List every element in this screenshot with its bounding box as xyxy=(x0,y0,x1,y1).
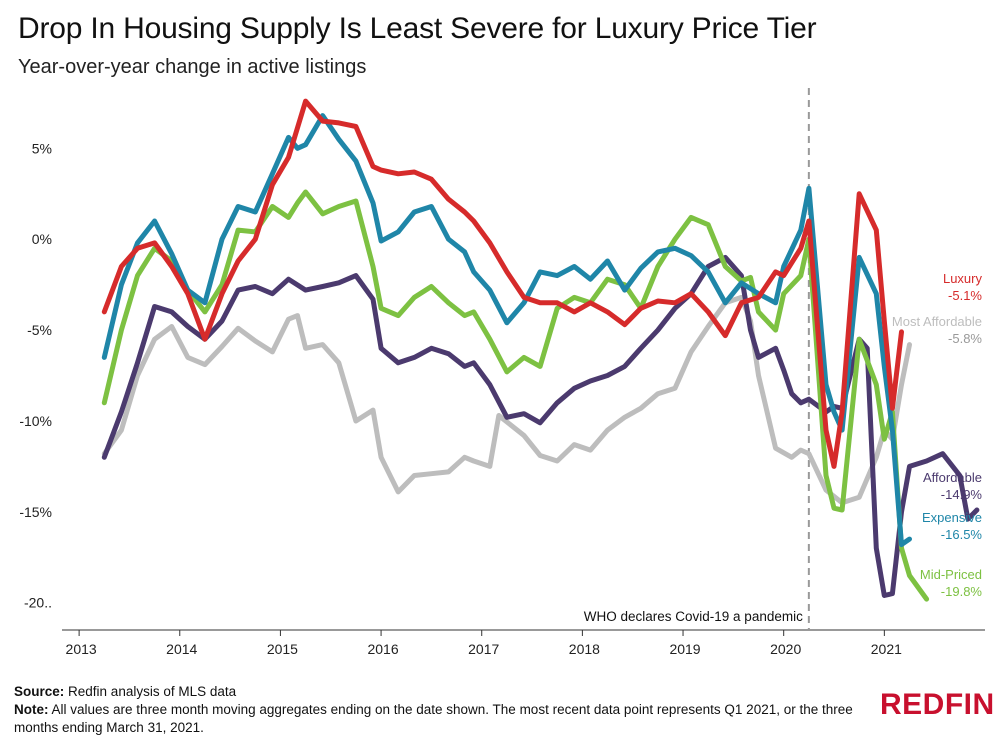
end-label-name-expensive: Expensive xyxy=(922,510,982,525)
chart-title: Drop In Housing Supply Is Least Severe f… xyxy=(18,12,817,45)
plot-area: 5% 0% -5% -10% -15% -20.. 2013 2014 2015 2016 2017… xyxy=(19,88,985,657)
series-layer xyxy=(101,98,980,602)
y-tick-label: -20.. xyxy=(24,595,52,611)
series-line-luxury xyxy=(101,98,904,469)
x-tick-label: 2016 xyxy=(367,641,398,657)
end-label-value-luxury: -5.1% xyxy=(948,288,982,303)
end-label-value-mid-priced: -19.8% xyxy=(941,584,983,599)
y-tick-label: -15% xyxy=(19,504,52,520)
x-tick-label: 2013 xyxy=(66,641,97,657)
note-text: All values are three month moving aggreg… xyxy=(14,702,853,735)
label-layer: Most Affordable -5.8% Affordable -14.9% Mid-… xyxy=(892,271,983,599)
x-tick-label: 2021 xyxy=(871,641,902,657)
y-tick-label: -5% xyxy=(27,322,52,338)
x-tick-label: 2017 xyxy=(468,641,499,657)
end-label-name-luxury: Luxury xyxy=(943,271,983,286)
end-label-value-expensive: -16.5% xyxy=(941,527,983,542)
source-text: Redfin analysis of MLS data xyxy=(68,684,237,699)
chart-footer: Source: Redfin analysis of MLS data Note… xyxy=(14,683,874,737)
series-line-expensive xyxy=(101,113,912,548)
x-tick-label: 2014 xyxy=(166,641,197,657)
y-tick-label: 0% xyxy=(32,231,52,247)
end-label-value-most-affordable: -5.8% xyxy=(948,331,982,346)
pandemic-annotation: WHO declares Covid-19 a pandemic xyxy=(584,609,803,624)
x-tick-label: 2019 xyxy=(669,641,700,657)
x-tick-label: 2020 xyxy=(770,641,801,657)
source-line: Source: Redfin analysis of MLS data xyxy=(14,683,874,701)
note-label: Note: xyxy=(14,702,49,717)
x-tick-label: 2018 xyxy=(569,641,600,657)
x-tick-label: 2015 xyxy=(267,641,298,657)
redfin-logo: REDFIN xyxy=(880,688,995,721)
chart-subtitle: Year-over-year change in active listings xyxy=(18,56,367,78)
end-label-name-affordable: Affordable xyxy=(923,470,982,485)
note-line: Note: All values are three month moving … xyxy=(14,701,874,737)
y-tick-label: 5% xyxy=(32,140,52,156)
line-chart: 5% 0% -5% -10% -15% -20.. 2013 2014 2015 2016 2017… xyxy=(19,88,985,657)
series-line-mid-priced xyxy=(101,189,930,602)
y-tick-label: -10% xyxy=(19,413,52,429)
end-label-name-most-affordable: Most Affordable xyxy=(892,314,982,329)
end-label-value-affordable: -14.9% xyxy=(941,487,983,502)
series-line-most-affordable xyxy=(101,294,912,506)
series-line-affordable xyxy=(101,254,980,598)
source-label: Source: xyxy=(14,684,65,699)
end-label-name-mid-priced: Mid-Priced xyxy=(920,567,982,582)
